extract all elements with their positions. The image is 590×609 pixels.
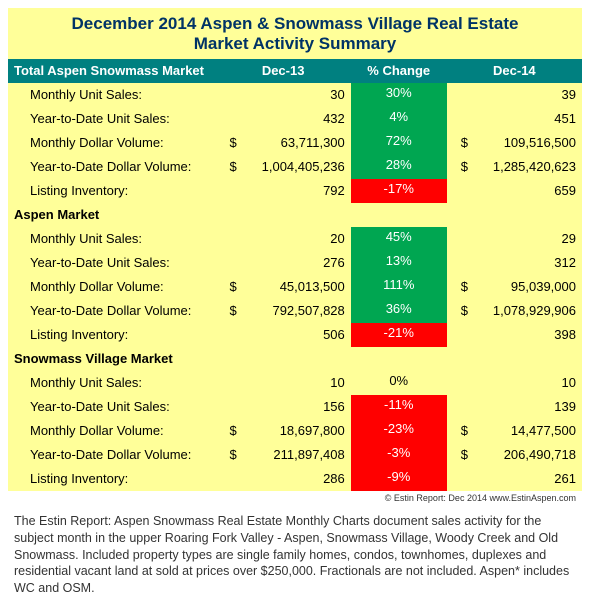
row-dec14: $1,285,420,623 <box>447 155 582 179</box>
table-header-row: Total Aspen Snowmass MarketDec-13% Chang… <box>8 59 582 83</box>
table-row: Monthly Unit Sales:3030%39 <box>8 83 582 107</box>
row-label: Monthly Unit Sales: <box>8 83 216 107</box>
section-header-row: Snowmass Village Market <box>8 347 582 371</box>
row-label: Year-to-Date Unit Sales: <box>8 107 216 131</box>
table-row: Year-to-Date Unit Sales:4324%451 <box>8 107 582 131</box>
row-pct: -9% <box>351 467 447 491</box>
row-pct: -23% <box>351 419 447 443</box>
row-label: Year-to-Date Dollar Volume: <box>8 155 216 179</box>
row-dec13: 286 <box>216 467 351 491</box>
table-row: Monthly Dollar Volume:$18,697,800-23%$14… <box>8 419 582 443</box>
row-label: Year-to-Date Unit Sales: <box>8 395 216 419</box>
row-dec13: $45,013,500 <box>216 275 351 299</box>
row-dec13: 20 <box>216 227 351 251</box>
table-row: Year-to-Date Unit Sales:27613%312 <box>8 251 582 275</box>
row-dec13: 792 <box>216 179 351 203</box>
row-dec13: 506 <box>216 323 351 347</box>
table-row: Listing Inventory:286-9%261 <box>8 467 582 491</box>
row-dec13: $63,711,300 <box>216 131 351 155</box>
row-dec14: 261 <box>447 467 582 491</box>
row-label: Monthly Unit Sales: <box>8 371 216 395</box>
row-label: Monthly Dollar Volume: <box>8 275 216 299</box>
section-header-row: Aspen Market <box>8 203 582 227</box>
table-row: Listing Inventory:792-17%659 <box>8 179 582 203</box>
title-line2: Market Activity Summary <box>194 34 397 53</box>
row-dec13: 30 <box>216 83 351 107</box>
row-label: Monthly Unit Sales: <box>8 227 216 251</box>
row-dec14: $95,039,000 <box>447 275 582 299</box>
table-row: Monthly Dollar Volume:$45,013,500111%$95… <box>8 275 582 299</box>
row-label: Monthly Dollar Volume: <box>8 419 216 443</box>
table-row: Year-to-Date Dollar Volume:$792,507,8283… <box>8 299 582 323</box>
title-line1: December 2014 Aspen & Snowmass Village R… <box>72 14 519 33</box>
row-pct: 111% <box>351 275 447 299</box>
row-pct: 45% <box>351 227 447 251</box>
row-pct: 13% <box>351 251 447 275</box>
report-container: December 2014 Aspen & Snowmass Village R… <box>0 0 590 609</box>
row-dec13: 156 <box>216 395 351 419</box>
table-row: Monthly Unit Sales:100%10 <box>8 371 582 395</box>
row-pct: 28% <box>351 155 447 179</box>
row-dec14: 451 <box>447 107 582 131</box>
header-dec14: Dec-14 <box>447 59 582 83</box>
table-row: Listing Inventory:506-21%398 <box>8 323 582 347</box>
row-label: Listing Inventory: <box>8 467 216 491</box>
header-dec13: Dec-13 <box>216 59 351 83</box>
report-title: December 2014 Aspen & Snowmass Village R… <box>8 8 582 59</box>
table-row: Year-to-Date Unit Sales:156-11%139 <box>8 395 582 419</box>
header-market: Total Aspen Snowmass Market <box>8 59 216 83</box>
row-pct: -3% <box>351 443 447 467</box>
section-name: Aspen Market <box>8 203 216 227</box>
header-change: % Change <box>351 59 447 83</box>
row-dec13: $18,697,800 <box>216 419 351 443</box>
row-pct: -21% <box>351 323 447 347</box>
row-label: Year-to-Date Unit Sales: <box>8 251 216 275</box>
row-dec13: $211,897,408 <box>216 443 351 467</box>
footnote-text: The Estin Report: Aspen Snowmass Real Es… <box>8 505 582 601</box>
row-label: Monthly Dollar Volume: <box>8 131 216 155</box>
row-pct: 4% <box>351 107 447 131</box>
market-table: Total Aspen Snowmass MarketDec-13% Chang… <box>8 59 582 491</box>
row-dec13: 432 <box>216 107 351 131</box>
row-pct: -17% <box>351 179 447 203</box>
section-name: Snowmass Village Market <box>8 347 216 371</box>
row-dec14: $109,516,500 <box>447 131 582 155</box>
row-dec14: 398 <box>447 323 582 347</box>
table-row: Year-to-Date Dollar Volume:$211,897,408-… <box>8 443 582 467</box>
row-pct: 0% <box>351 371 447 395</box>
row-dec14: 29 <box>447 227 582 251</box>
row-label: Listing Inventory: <box>8 179 216 203</box>
row-dec13: $792,507,828 <box>216 299 351 323</box>
row-pct: -11% <box>351 395 447 419</box>
row-label: Listing Inventory: <box>8 323 216 347</box>
row-pct: 72% <box>351 131 447 155</box>
row-dec13: 10 <box>216 371 351 395</box>
row-dec13: 276 <box>216 251 351 275</box>
row-dec13: $1,004,405,236 <box>216 155 351 179</box>
row-dec14: 39 <box>447 83 582 107</box>
row-dec14: 312 <box>447 251 582 275</box>
row-label: Year-to-Date Dollar Volume: <box>8 299 216 323</box>
row-pct: 30% <box>351 83 447 107</box>
row-dec14: 139 <box>447 395 582 419</box>
row-pct: 36% <box>351 299 447 323</box>
row-label: Year-to-Date Dollar Volume: <box>8 443 216 467</box>
row-dec14: $1,078,929,906 <box>447 299 582 323</box>
table-row: Monthly Unit Sales:2045%29 <box>8 227 582 251</box>
row-dec14: 659 <box>447 179 582 203</box>
row-dec14: $14,477,500 <box>447 419 582 443</box>
table-row: Monthly Dollar Volume:$63,711,30072%$109… <box>8 131 582 155</box>
row-dec14: 10 <box>447 371 582 395</box>
row-dec14: $206,490,718 <box>447 443 582 467</box>
copyright-line: © Estin Report: Dec 2014 www.EstinAspen.… <box>8 491 582 505</box>
table-row: Year-to-Date Dollar Volume:$1,004,405,23… <box>8 155 582 179</box>
